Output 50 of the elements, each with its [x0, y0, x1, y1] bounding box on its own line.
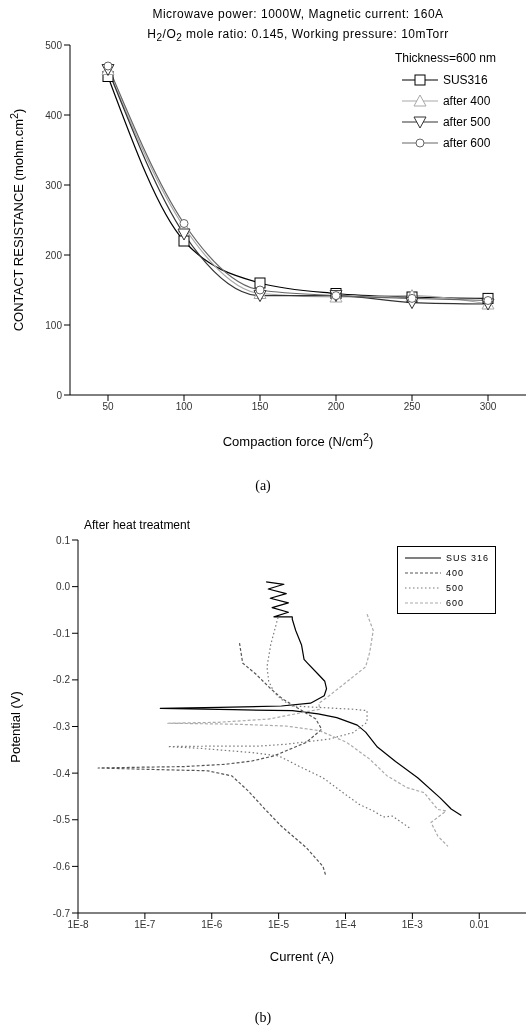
- point: [255, 285, 265, 295]
- legend-label: after 400: [442, 93, 491, 108]
- y-tick-label: -0.7: [52, 907, 71, 919]
- x-tick-label: 250: [403, 401, 421, 413]
- legend-label: after 600: [442, 135, 491, 150]
- legend-label: 500: [445, 582, 464, 593]
- x-axis-title: Compaction force (N/cm$^{2}$): [221, 431, 375, 450]
- x-tick-label: 0.01: [469, 919, 490, 931]
- y-tick-label: 0.1: [56, 534, 71, 546]
- x-tick-label: 300: [479, 401, 497, 413]
- y-tick-label: 200: [45, 249, 63, 261]
- x-tick-label: 1E-4: [334, 919, 357, 931]
- x-tick-label: 150: [251, 401, 269, 413]
- y-tick-label: 0.0: [56, 581, 71, 593]
- x-axis-title: Current (A): [268, 949, 336, 964]
- y-tick-label: 100: [45, 319, 63, 331]
- x-tick-label: 1E-6: [201, 919, 223, 931]
- text: (a): [254, 478, 272, 494]
- y-tick-label: -0.5: [52, 814, 71, 826]
- text: (b): [253, 1010, 273, 1026]
- y-tick-label: -0.4: [52, 767, 71, 779]
- legend-label: SUS 316: [445, 552, 489, 563]
- y-tick-label: -0.1: [52, 627, 71, 639]
- legend-label: 400: [445, 567, 464, 578]
- y-tick-label: -0.3: [52, 721, 71, 732]
- legend-label: SUS316: [442, 72, 488, 87]
- point: [483, 296, 493, 305]
- x-tick-label: 200: [327, 401, 345, 413]
- point: [177, 228, 191, 241]
- x-tick-label: 1E-5: [268, 919, 290, 931]
- x-tick-label: 1E-3: [401, 919, 424, 931]
- point: [103, 61, 113, 71]
- y-tick-label: 300: [45, 179, 63, 191]
- chart-title: After heat treatment: [84, 518, 191, 532]
- y-tick-label: 500: [45, 39, 63, 51]
- point: [179, 219, 189, 228]
- y-tick-label: -0.6: [52, 860, 71, 872]
- y-tick-label: -0.2: [52, 674, 71, 686]
- chart-subtitle: H$_{2}$/O$_{2}$ mole ratio: 0.145, Working pressure: 10mTorr: [146, 26, 450, 46]
- x-tick-label: 1E-7: [134, 919, 156, 931]
- chart-title: Microwave power: 1000W, Magnetic current: 160A: [151, 6, 445, 23]
- x-tick-label: 50: [102, 401, 114, 413]
- x-tick-label: 100: [175, 401, 193, 413]
- y-axis-title: Potential (V): [8, 690, 23, 763]
- legend-label: 600: [445, 597, 464, 608]
- legend-label: after 500: [442, 114, 491, 129]
- legend-title: Thickness=600 nm: [394, 51, 496, 65]
- y-tick-label: 400: [45, 109, 63, 121]
- y-tick-label: 0: [56, 389, 63, 401]
- x-tick-label: 1E-8: [67, 919, 89, 931]
